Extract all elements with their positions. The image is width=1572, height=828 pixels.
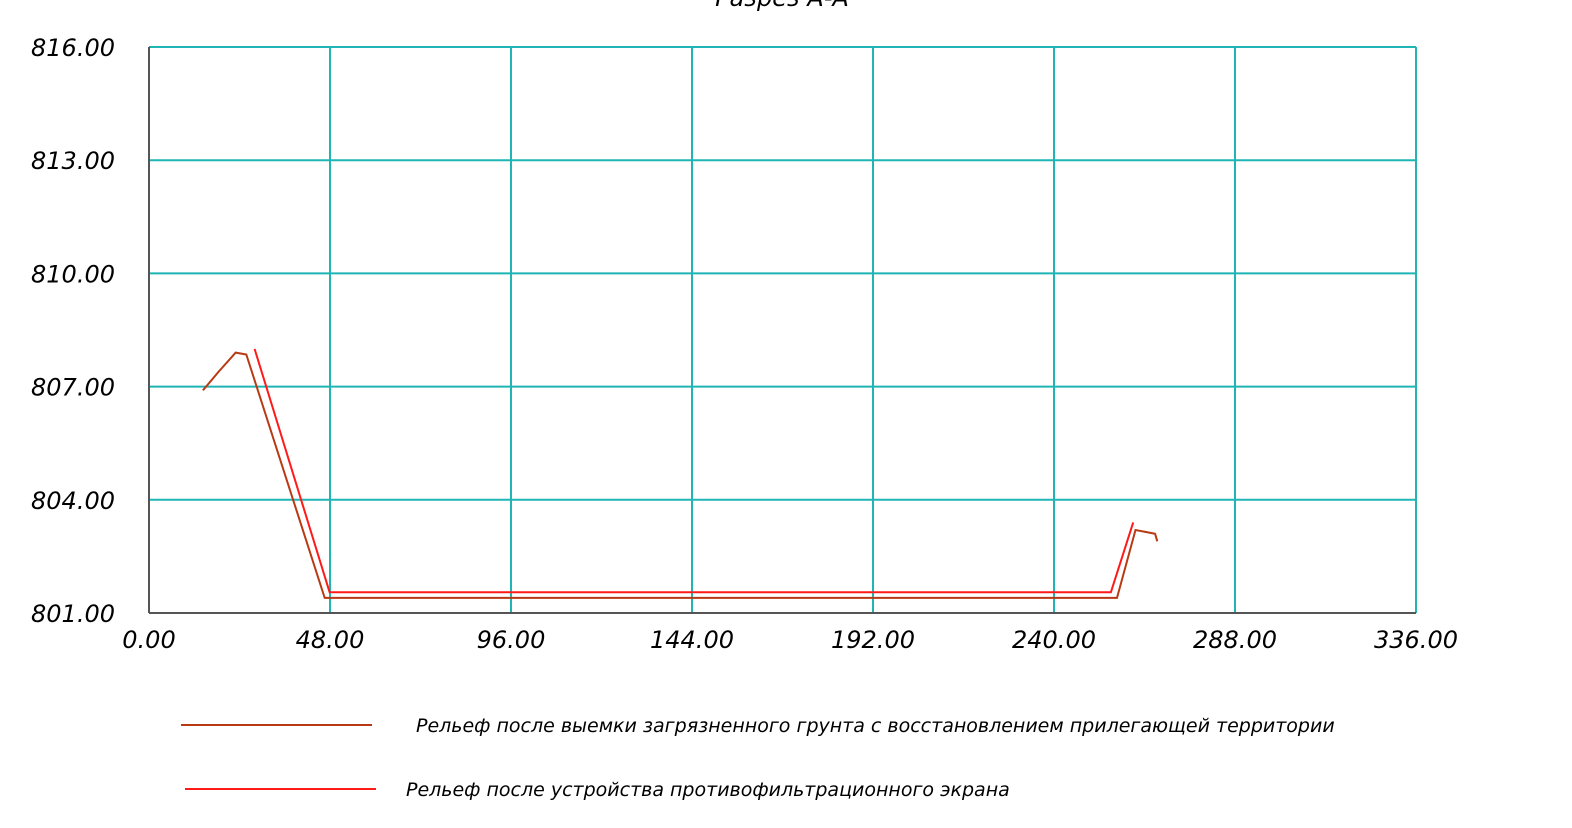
x-tick-label: 0.00 <box>122 626 175 654</box>
y-tick-label: 810.00 <box>31 260 115 288</box>
y-tick-label: 804.00 <box>31 487 115 515</box>
x-tick-label: 288.00 <box>1193 626 1277 654</box>
legend-label-series-1: Рельеф после выемки загрязненного грунта… <box>416 715 1335 737</box>
x-tick-label: 48.00 <box>296 626 365 654</box>
chart-title: Разрез А-А <box>715 0 849 12</box>
x-tick-label: 192.00 <box>831 626 915 654</box>
grid <box>149 46 1417 613</box>
y-tick-label: 816.00 <box>31 34 115 62</box>
series-line-1 <box>202 351 1159 599</box>
axes <box>148 47 1416 614</box>
x-tick-label: 240.00 <box>1012 626 1096 654</box>
x-tick-label: 96.00 <box>477 626 546 654</box>
tick-labels: 801.00 804.00 807.00 810.00 813.00 816.00 0.00… <box>31 34 1458 654</box>
y-tick-label: 801.00 <box>31 600 115 628</box>
y-tick-label: 807.00 <box>31 374 115 402</box>
series-line-2 <box>253 348 1135 594</box>
y-tick-label: 813.00 <box>31 147 115 175</box>
legend-label-series-2: Рельеф после устройства противофильтраци… <box>406 779 1010 801</box>
series-lines <box>202 348 1159 599</box>
x-tick-label: 336.00 <box>1374 626 1458 654</box>
legend: Рельеф после выемки загрязненного грунта… <box>181 715 1335 801</box>
x-tick-label: 144.00 <box>650 626 734 654</box>
